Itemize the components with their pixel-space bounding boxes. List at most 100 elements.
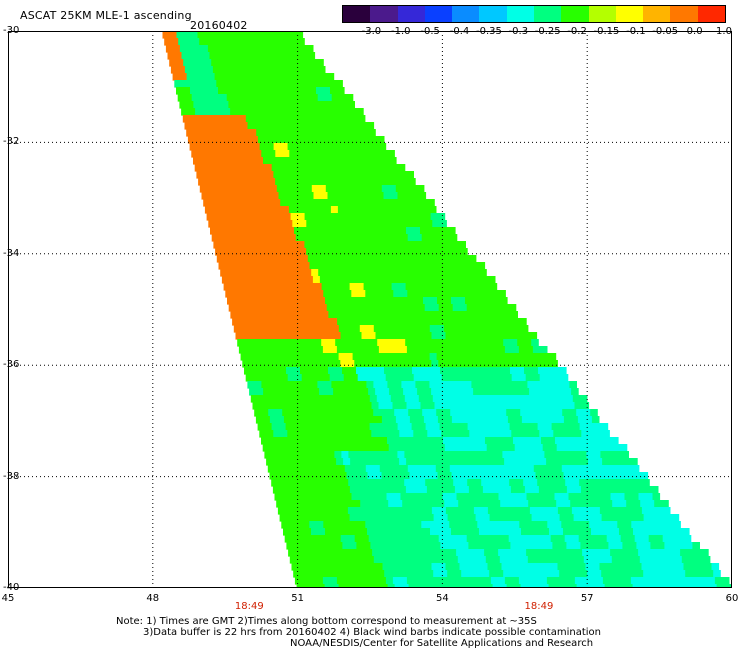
swath-cell xyxy=(351,318,359,326)
swath-cell xyxy=(551,423,560,431)
swath-cell xyxy=(258,108,266,116)
swath-cell xyxy=(688,584,697,588)
swath-cell xyxy=(314,311,322,319)
swath-cell xyxy=(482,570,490,578)
swath-cell xyxy=(291,276,300,284)
swath-cell xyxy=(636,542,644,550)
swath-cell xyxy=(457,409,465,417)
swath-cell xyxy=(333,304,342,312)
swath-cell xyxy=(350,458,358,466)
swath-cell xyxy=(280,346,289,354)
swath-cell xyxy=(282,409,290,417)
swath-cell xyxy=(520,381,528,389)
swath-cell xyxy=(349,367,357,375)
swath-cell xyxy=(454,542,462,550)
swath-cell xyxy=(224,171,232,179)
swath-cell xyxy=(342,514,351,522)
swath-cell xyxy=(251,367,259,375)
swath-cell xyxy=(492,325,501,333)
swath-cell xyxy=(603,521,611,529)
swath-cell xyxy=(342,542,350,550)
swath-cell xyxy=(347,157,355,165)
swath-cell xyxy=(434,402,443,410)
swath-cell xyxy=(424,304,433,312)
swath-cell xyxy=(305,304,314,312)
swath-cell xyxy=(549,500,557,508)
swath-cell xyxy=(550,535,559,543)
swath-cell xyxy=(430,444,439,452)
swath-cell xyxy=(306,248,314,256)
swath-cell xyxy=(338,437,346,445)
swath-cell xyxy=(271,451,279,459)
swath-cell xyxy=(414,465,423,473)
swath-cell xyxy=(346,297,354,305)
swath-cell xyxy=(634,507,643,515)
swath-cell xyxy=(506,437,514,445)
swath-cell xyxy=(283,472,292,480)
swath-cell xyxy=(348,395,357,403)
swath-cell xyxy=(328,80,336,88)
swath-cell xyxy=(356,108,364,116)
swath-cell xyxy=(355,248,363,256)
swath-cell xyxy=(388,472,397,480)
swath-cell xyxy=(542,500,550,508)
swath-cell xyxy=(339,416,348,424)
swath-cell xyxy=(433,570,441,578)
swath-cell xyxy=(205,94,214,102)
swath-cell xyxy=(536,507,545,515)
swath-cell xyxy=(233,122,242,130)
swath-cell xyxy=(465,528,473,536)
swath-cell xyxy=(317,556,326,564)
swath-cell xyxy=(298,388,306,396)
swath-cell xyxy=(619,528,627,536)
swath-cell xyxy=(643,542,651,550)
swath-cell xyxy=(221,157,229,165)
swath-cell xyxy=(205,122,214,130)
swath-cell xyxy=(339,213,348,221)
swath-cell xyxy=(348,136,357,144)
swath-cell xyxy=(546,402,555,410)
swath-cell xyxy=(270,129,278,137)
swath-cell xyxy=(294,171,302,179)
swath-cell xyxy=(702,584,711,588)
swath-cell xyxy=(445,332,454,340)
swath-cell xyxy=(520,325,529,333)
swath-cell xyxy=(276,213,285,221)
swath-cell xyxy=(454,367,462,375)
swath-cell xyxy=(349,570,357,578)
swath-cell xyxy=(277,360,285,368)
swath-cell xyxy=(456,318,464,326)
swath-cell xyxy=(364,199,372,207)
swath-cell xyxy=(453,423,462,431)
swath-cell xyxy=(377,542,385,550)
swath-cell xyxy=(300,570,308,578)
swath-cell xyxy=(390,164,399,172)
swath-cell xyxy=(471,409,479,417)
swath-cell xyxy=(553,430,561,438)
swath-cell xyxy=(650,486,659,494)
swath-cell xyxy=(207,101,215,109)
swath-cell xyxy=(186,101,194,109)
swath-cell xyxy=(389,332,398,340)
swath-cell xyxy=(434,458,442,466)
swath-cell xyxy=(228,101,236,109)
swath-cell xyxy=(607,479,615,487)
swath-cell xyxy=(255,213,264,221)
swath-cell xyxy=(340,563,349,571)
swath-cell xyxy=(388,241,396,249)
swath-cell xyxy=(254,381,262,389)
swath-cell xyxy=(358,549,366,557)
swath-cell xyxy=(301,430,309,438)
swath-cell xyxy=(220,185,229,193)
swath-cell xyxy=(418,192,427,200)
swath-cell xyxy=(335,570,343,578)
swath-cell xyxy=(537,395,546,403)
swath-cell xyxy=(552,514,561,522)
swath-cell xyxy=(461,255,470,263)
swath-cell xyxy=(407,521,415,529)
swath-cell xyxy=(400,465,409,473)
swath-cell xyxy=(402,269,410,277)
swath-cell xyxy=(645,521,653,529)
swath-cell xyxy=(633,472,642,480)
swath-cell xyxy=(405,255,414,263)
